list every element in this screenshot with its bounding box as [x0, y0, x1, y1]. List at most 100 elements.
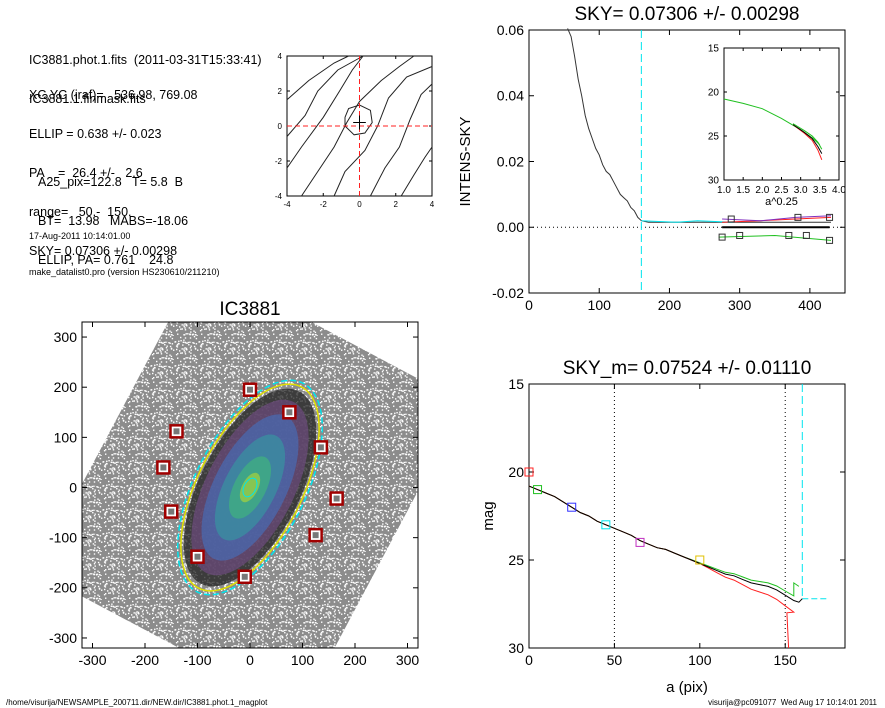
inset-green-profile	[723, 98, 821, 146]
x-tick-label: 100	[588, 297, 612, 313]
y-tick-label: 0.04	[497, 88, 524, 104]
inset-x-label: a^0.25	[765, 196, 798, 208]
x-tick-label: 0	[357, 200, 362, 209]
inset-green-tail	[792, 123, 823, 150]
y-tick-label: 20	[708, 88, 720, 99]
y-tick-label: -2	[275, 157, 283, 166]
sky-point	[826, 236, 834, 244]
contour-line	[286, 55, 349, 101]
y-tick-label: 30	[508, 640, 524, 656]
mag-point	[635, 537, 645, 547]
mask-box-core	[247, 386, 253, 393]
contour-line	[333, 66, 433, 197]
galaxy-image-plot: IC3881 -300 -200 -100 0 100 200 300 -300 -200 -100…	[49, 299, 420, 668]
y-tick-label: 200	[54, 379, 78, 395]
y-tick-label: 25	[508, 552, 524, 568]
x-tick-label: 0	[246, 652, 254, 668]
x-tick-label: -100	[183, 652, 211, 668]
info-line: make_datalist0.pro (version HS230610/211…	[29, 267, 220, 277]
info-line: PA = 26.4 +/- 2.6	[29, 166, 143, 180]
inset-black-profile	[792, 124, 823, 154]
x-tick-label: 0	[525, 652, 533, 668]
mag-point	[533, 485, 543, 495]
y-tick-label: 0	[69, 479, 77, 495]
x-tick-label: 200	[658, 297, 682, 313]
y-tick-label: 4	[278, 52, 283, 61]
y-tick-label: -300	[49, 630, 77, 646]
sky-point	[736, 231, 744, 239]
mask-box-core	[160, 464, 167, 471]
magnitude-profile-plot: SKY_m= 0.07524 +/- 0.01110 a (pix) mag 0 50 1…	[480, 358, 846, 696]
y-tick-label: 0.02	[497, 153, 524, 169]
red-profile	[722, 216, 832, 223]
purple-profile	[722, 215, 832, 222]
info-block-1: IC3881.phot.1.fits (2011-03-31T15:33:41)…	[29, 28, 262, 119]
mask-box-core	[312, 532, 319, 539]
y-axis-label: INTENS-SKY	[457, 116, 474, 206]
mag-point	[695, 555, 705, 565]
info-line: XC,YC (iraf)= 536.98, 769.08	[29, 88, 198, 102]
contour-plot: -4 -2 0 2 4 -4 -2 0 2 4	[275, 52, 435, 209]
cyan-profile	[641, 220, 733, 223]
info-line: 17-Aug-2011 10:14:01.00	[29, 231, 131, 241]
sky-point	[727, 215, 735, 223]
footer-user: visurija@pc091077 Wed Aug 17 10:14:01 20…	[708, 698, 877, 707]
plot-frame	[528, 383, 846, 649]
y-axis-label: mag	[480, 501, 497, 530]
x-tick-label: 4.0	[832, 185, 846, 196]
info-line: SKY= 0.07306 +/- 0.00298	[29, 244, 178, 258]
y-tick-label: 25	[708, 132, 720, 143]
x-tick-label: 400	[798, 297, 822, 313]
y-tick-label: -100	[49, 530, 77, 546]
sky-point	[826, 213, 834, 221]
info-block-3: A25_pix=122.8 T= 5.8 B BT= 13.98 MABS=-1…	[38, 150, 188, 280]
green-profile	[528, 485, 800, 597]
info-line: ELLIP, PA= 0.761 24.8	[38, 253, 174, 267]
sky-point	[802, 231, 810, 239]
mag-plot-title: SKY_m= 0.07524 +/- 0.01110	[563, 358, 812, 379]
sky-profile-plot: SKY= 0.07306 +/- 0.00298 INTENS-SKY 0 100 20…	[457, 4, 846, 313]
x-tick-label: -2	[320, 200, 328, 209]
galaxy-core	[242, 477, 258, 498]
info-line: range= 50.- 150.	[29, 205, 132, 219]
info-line: IC3881.phot.1.fits (2011-03-31T15:33:41)	[29, 53, 262, 67]
info-line: A25_pix=122.8 T= 5.8 B	[38, 175, 184, 189]
info-block-2: XC,YC (iraf)= 536.98, 769.08 ELLIP = 0.6…	[29, 63, 198, 271]
info-line: BT= 13.98 MABS=-18.06	[38, 214, 189, 228]
x-axis-label: a (pix)	[666, 679, 708, 696]
mag-point	[601, 520, 611, 530]
x-tick-label: -300	[78, 652, 106, 668]
x-tick-label: 100	[291, 652, 315, 668]
contour-line	[286, 55, 364, 169]
y-tick-label: -200	[49, 580, 77, 596]
y-tick-label: -0.02	[492, 285, 524, 301]
x-tick-label: 300	[396, 652, 420, 668]
x-tick-label: 1.0	[717, 185, 731, 196]
mask-box-core	[333, 495, 340, 502]
x-tick-label: 300	[728, 297, 752, 313]
x-tick-label: 100	[688, 652, 712, 668]
sky-point	[718, 233, 726, 241]
x-tick-label: 0	[525, 297, 533, 313]
y-tick-label: 100	[54, 429, 78, 445]
y-tick-label: 2	[278, 87, 283, 96]
galaxy-ellipse-fit	[180, 383, 320, 592]
info-line: ELLIP = 0.638 +/- 0.023	[29, 127, 162, 141]
green-profile	[718, 234, 832, 241]
y-tick-label: 0.06	[497, 22, 524, 38]
red-profile	[528, 485, 796, 649]
y-tick-label: 300	[54, 329, 78, 345]
image-plot-title: IC3881	[219, 299, 280, 320]
y-tick-label: 0.00	[497, 219, 524, 235]
y-tick-label: 20	[508, 464, 524, 480]
galaxy-sky-ellipse	[176, 379, 324, 596]
y-tick-label: 15	[708, 44, 720, 55]
y-tick-label: 0	[278, 122, 283, 131]
mask-box-core	[168, 508, 175, 515]
contour-line	[344, 104, 373, 136]
x-tick-label: 2	[394, 200, 399, 209]
x-tick-label: 3.5	[813, 185, 827, 196]
x-tick-label: -4	[283, 200, 291, 209]
sky-point	[794, 213, 802, 221]
